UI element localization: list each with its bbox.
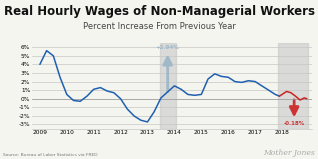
Bar [278, 43, 308, 129]
Text: Source: Bureau of Labor Statistics via FRED: Source: Bureau of Labor Statistics via F… [3, 153, 98, 157]
Text: Percent Increase From Previous Year: Percent Increase From Previous Year [83, 22, 235, 31]
Text: Mother Jones: Mother Jones [263, 149, 315, 157]
Text: Real Hourly Wages of Non-Managerial Workers: Real Hourly Wages of Non-Managerial Work… [3, 5, 315, 18]
Bar [160, 43, 176, 129]
Text: +2.94%: +2.94% [156, 45, 180, 50]
Text: -0.18%: -0.18% [284, 121, 305, 127]
